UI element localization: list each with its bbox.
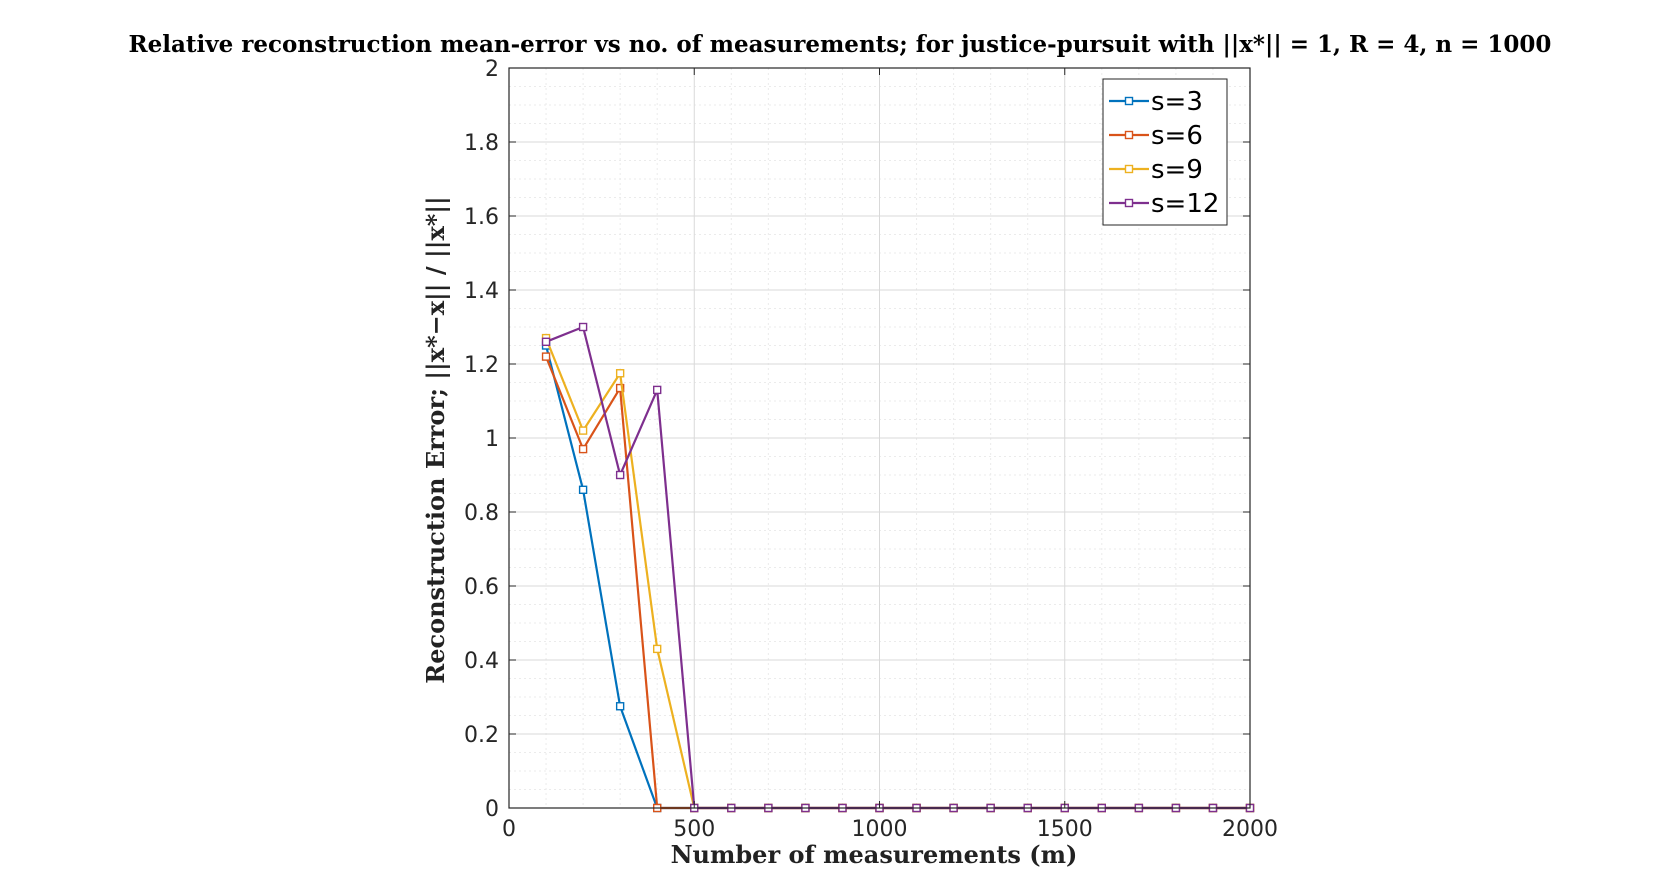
y-tick-label: 0.8 <box>464 501 499 526</box>
x-tick-label: 2000 <box>1222 817 1278 842</box>
x-tick-label: 0 <box>502 817 516 842</box>
legend-marker <box>1124 130 1134 140</box>
x-tick-label: 1000 <box>852 817 908 842</box>
y-tick-label: 0.4 <box>464 649 499 674</box>
legend: s=3 s=6 s=9 s=12 <box>1102 78 1228 226</box>
data-point <box>578 426 588 435</box>
legend-item: s=6 <box>1109 121 1203 151</box>
legend-marker <box>1124 164 1134 174</box>
y-tick-label: 1 <box>485 427 499 452</box>
legend-item: s=9 <box>1109 155 1203 185</box>
legend-marker <box>1124 198 1134 208</box>
x-tick-label: 500 <box>673 817 715 842</box>
legend-marker <box>1124 96 1134 106</box>
y-tick-label: 2 <box>485 57 499 82</box>
legend-label: s=6 <box>1151 121 1203 151</box>
data-point <box>653 644 662 654</box>
data-point <box>615 702 625 711</box>
legend-label: s=9 <box>1151 155 1203 185</box>
y-tick-label: 1.4 <box>464 279 499 304</box>
y-tick-label: 1.6 <box>464 205 499 230</box>
data-point <box>541 352 551 361</box>
data-point <box>541 337 551 346</box>
data-point <box>578 444 588 454</box>
data-point <box>615 470 625 480</box>
y-tick-label: 0 <box>485 797 499 822</box>
y-tick-label: 1.2 <box>464 353 499 378</box>
legend-item: s=3 <box>1109 87 1203 117</box>
data-point <box>578 485 588 494</box>
y-axis-ticks: 0 0.2 0.4 0.6 0.8 1 1.2 1.4 1.6 1.8 2 <box>464 57 1250 822</box>
x-tick-label: 1500 <box>1037 817 1093 842</box>
legend-item: s=12 <box>1109 189 1219 219</box>
chart-title: Relative reconstruction mean-error vs no… <box>129 31 1552 58</box>
y-tick-label: 1.8 <box>464 131 499 156</box>
y-tick-label: 0.2 <box>464 723 499 748</box>
legend-label: s=3 <box>1151 87 1203 117</box>
y-tick-label: 0.6 <box>464 575 499 600</box>
legend-label: s=12 <box>1151 189 1219 219</box>
x-axis-ticks: 0 500 1000 1500 2000 <box>502 68 1278 842</box>
y-axis-label: Reconstruction Error; ||x*−x|| / ||x*|| <box>421 196 450 684</box>
data-point <box>615 369 625 378</box>
data-point <box>578 322 588 332</box>
x-axis-label: Number of measurements (m) <box>671 840 1078 869</box>
data-point <box>615 383 625 393</box>
data-point <box>653 385 662 395</box>
legend-box <box>1102 78 1228 226</box>
